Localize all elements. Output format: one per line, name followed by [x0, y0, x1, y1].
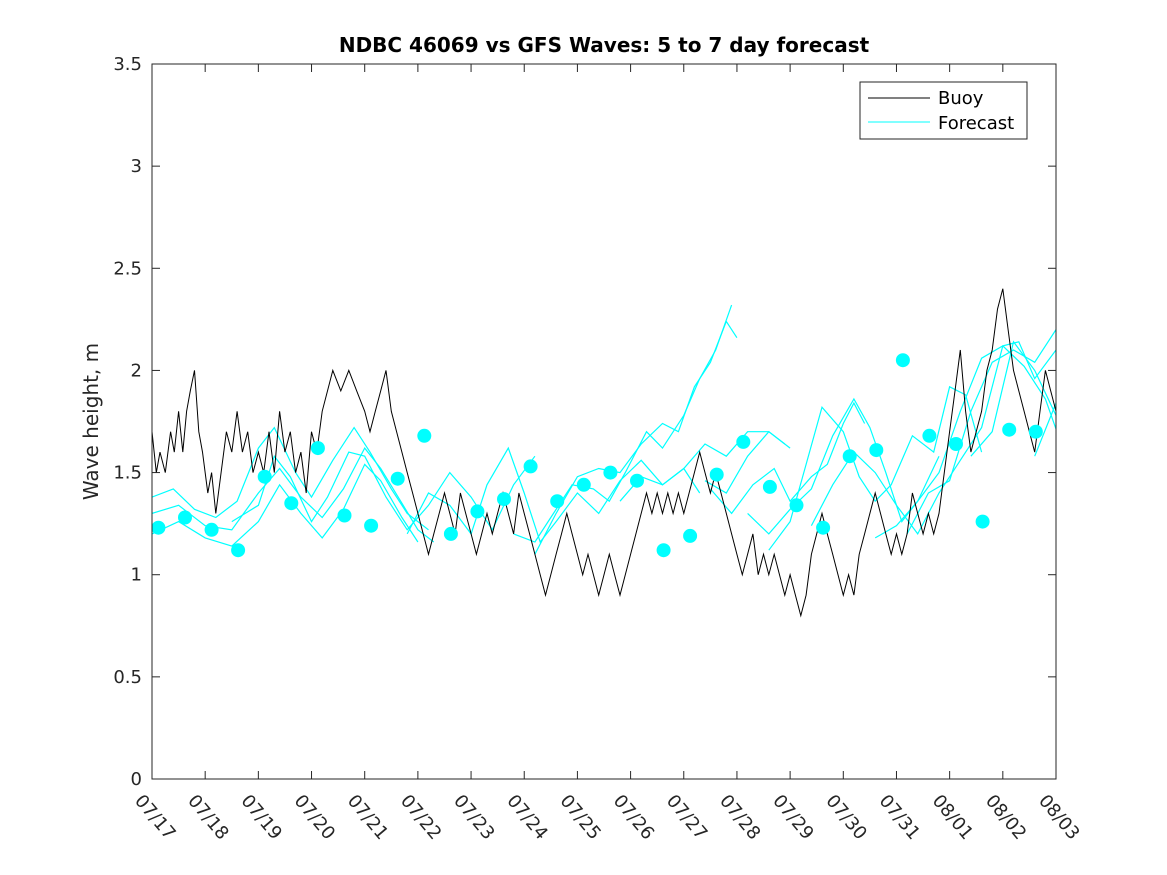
forecast-marker-9 — [364, 518, 379, 533]
forecast-marker-29 — [895, 353, 910, 368]
forecast-marker-5 — [257, 469, 272, 484]
forecast-line-14 — [874, 345, 1056, 539]
y-tick-label-1: 0.5 — [113, 667, 142, 688]
x-tick-label-3: 07/20 — [290, 791, 339, 844]
legend-label-buoy: Buoy — [938, 88, 984, 109]
forecast-marker-7 — [310, 441, 325, 456]
x-tick-label-9: 07/26 — [609, 791, 658, 844]
forecast-marker-20 — [656, 543, 671, 558]
forecast-line-13 — [810, 341, 1056, 536]
forecast-line-2 — [152, 446, 435, 543]
forecast-marker-31 — [949, 437, 963, 451]
x-tick-label-10: 07/27 — [662, 791, 711, 844]
forecast-marker-21 — [683, 528, 698, 543]
y-tick-label-4: 2 — [131, 360, 142, 381]
forecast-marker-27 — [842, 449, 857, 464]
forecast-line-10 — [709, 401, 866, 515]
forecast-marker-18 — [603, 465, 618, 480]
forecast-line-16 — [970, 340, 1056, 457]
x-tick-label-4: 07/21 — [343, 791, 392, 844]
forecast-marker-25 — [789, 498, 804, 513]
axes-box — [151, 63, 1057, 780]
x-tick-label-12: 07/29 — [768, 791, 817, 844]
forecast-marker-12 — [443, 526, 458, 541]
x-tick-label-0: 07/17 — [130, 791, 179, 844]
x-tick-label-5: 07/22 — [396, 791, 445, 844]
x-tick-label-15: 08/01 — [928, 791, 977, 844]
forecast-marker-26 — [816, 520, 831, 535]
forecast-marker-28 — [869, 443, 884, 458]
forecast-marker-17 — [576, 477, 591, 492]
x-tick-label-6: 07/23 — [449, 791, 498, 844]
forecast-line-5 — [406, 446, 701, 544]
forecast-marker-30 — [922, 428, 937, 443]
y-tick-label-3: 1.5 — [113, 463, 142, 484]
x-tick-label-1: 07/18 — [183, 791, 232, 844]
y-tick-label-0: 0 — [131, 769, 142, 790]
x-tick-label-14: 07/31 — [875, 791, 924, 844]
forecast-marker-24 — [762, 479, 777, 494]
y-axis-label: Wave height, m — [79, 343, 103, 500]
y-tick-label-5: 2.5 — [113, 258, 142, 279]
x-tick-label-8: 07/25 — [556, 791, 605, 844]
forecast-line-9 — [704, 430, 786, 494]
forecast-marker-1 — [152, 520, 166, 535]
chart-title: NDBC 46069 vs GFS Waves: 5 to 7 day fore… — [339, 33, 870, 57]
forecast-marker-10 — [390, 471, 405, 486]
forecast-marker-4 — [231, 543, 246, 558]
y-tick-label-2: 1 — [131, 565, 142, 586]
x-tick-label-16: 08/02 — [981, 791, 1030, 844]
plot-data-area — [152, 288, 1056, 618]
x-tick-label-7: 07/24 — [502, 791, 551, 844]
forecast-marker-16 — [550, 494, 565, 509]
forecast-marker-32 — [975, 514, 990, 529]
forecast-marker-8 — [337, 508, 352, 523]
x-tick-label-11: 07/28 — [715, 791, 764, 844]
forecast-line-17 — [1034, 401, 1056, 457]
legend: Buoy Forecast — [859, 81, 1028, 140]
forecast-line-6 — [513, 304, 733, 543]
forecast-marker-2 — [178, 510, 192, 525]
forecast-line-15 — [906, 328, 1056, 535]
y-tick-label-6: 3 — [131, 156, 142, 177]
forecast-marker-22 — [709, 467, 724, 482]
legend-label-forecast: Forecast — [938, 113, 1014, 134]
x-tick-label-2: 07/19 — [237, 791, 286, 844]
forecast-marker-33 — [1002, 422, 1017, 437]
forecast-marker-15 — [523, 459, 538, 474]
forecast-line-12 — [768, 385, 983, 551]
axis-ticks: 00.511.522.533.507/17 07/18 07/19 07/20 07/2… — [113, 54, 1083, 844]
forecast-marker-11 — [417, 428, 432, 443]
forecast-marker-3 — [204, 522, 219, 537]
x-tick-label-17: 08/03 — [1034, 791, 1083, 844]
forecast-line-7 — [534, 320, 738, 555]
forecast-line-8 — [619, 431, 791, 502]
forecast-line-3 — [152, 463, 419, 547]
y-tick-label-7: 3.5 — [113, 54, 142, 75]
forecast-marker-23 — [736, 434, 751, 449]
legend-box — [859, 81, 1028, 140]
forecast-marker-6 — [284, 496, 299, 511]
buoy-line — [152, 288, 1056, 618]
forecast-marker-13 — [470, 504, 485, 519]
forecast-marker-34 — [1028, 424, 1043, 439]
forecast-line-4 — [231, 451, 536, 532]
forecast-marker-14 — [497, 492, 511, 507]
forecast-marker-19 — [630, 473, 644, 488]
forecast-line-11 — [747, 397, 940, 535]
x-tick-label-13: 07/30 — [821, 791, 870, 844]
